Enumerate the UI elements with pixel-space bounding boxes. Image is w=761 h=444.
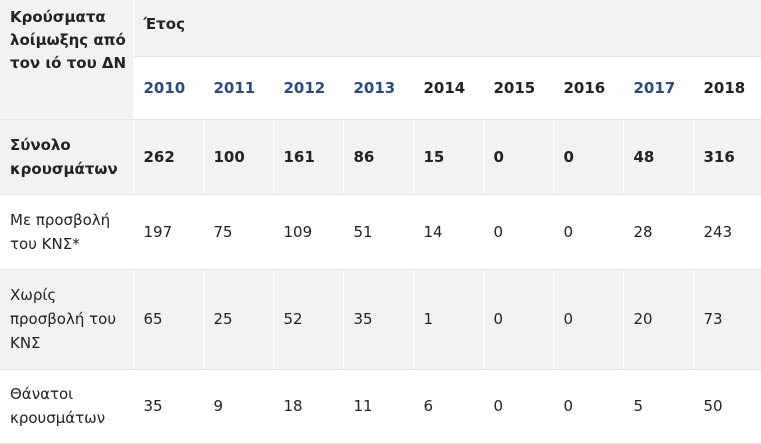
table-cell: 35	[133, 369, 204, 444]
table-cell: 73	[693, 269, 761, 370]
year-header-2014: 2014	[413, 56, 484, 120]
row-label: Με προσβολή του ΚΝΣ*	[0, 194, 134, 270]
table-cell: 262	[133, 119, 204, 195]
table-cell: 197	[133, 194, 204, 270]
year-header-2010[interactable]: 2010	[133, 56, 204, 120]
table-cell: 1	[413, 269, 484, 370]
year-label: 2015	[493, 78, 536, 97]
year-link[interactable]: 2010	[143, 78, 186, 97]
year-header-2016: 2016	[553, 56, 624, 120]
table-cell: 161	[273, 119, 344, 195]
table-cell: 65	[133, 269, 204, 370]
year-group-header: Έτος	[133, 0, 761, 57]
table-cell: 14	[413, 194, 484, 270]
row-label: Χωρίς προσβολή του ΚΝΣ	[0, 269, 134, 370]
table-cell: 28	[623, 194, 694, 270]
year-link[interactable]: 2017	[633, 78, 676, 97]
table-cell: 0	[553, 269, 624, 370]
table-cell: 243	[693, 194, 761, 270]
row-label: Σύνολο κρουσμάτων	[0, 119, 134, 195]
table-cell: 18	[273, 369, 344, 444]
table-row-deaths: Θάνατοι κρουσμάτων 35 9 18 11 6 0 0 5 50	[0, 369, 761, 444]
year-header-2012[interactable]: 2012	[273, 56, 344, 120]
year-label: 2014	[423, 78, 466, 97]
table-cell: 50	[693, 369, 761, 444]
table-cell: 51	[343, 194, 414, 270]
table-cell: 52	[273, 269, 344, 370]
year-header-2017[interactable]: 2017	[623, 56, 694, 120]
table-cell: 316	[693, 119, 761, 195]
table-cell: 11	[343, 369, 414, 444]
table-cell: 0	[553, 119, 624, 195]
year-label: 2016	[563, 78, 606, 97]
year-header-2011[interactable]: 2011	[203, 56, 274, 120]
table-cell: 25	[203, 269, 274, 370]
table-cell: 6	[413, 369, 484, 444]
table-cell: 0	[483, 119, 554, 195]
year-header-2018: 2018	[693, 56, 761, 120]
table-cell: 20	[623, 269, 694, 370]
corner-header: Κρούσματα λοίμωξης από τον ιό του ΔΝ	[0, 0, 134, 120]
table-cell: 75	[203, 194, 274, 270]
year-label: 2018	[703, 78, 746, 97]
table-cell: 0	[483, 269, 554, 370]
table-cell: 0	[483, 369, 554, 444]
table-cell: 9	[203, 369, 274, 444]
year-link[interactable]: 2011	[213, 78, 256, 97]
table-row-no-cns-involvement: Χωρίς προσβολή του ΚΝΣ 65 25 52 35 1 0 0…	[0, 269, 761, 370]
table-row-cns-involvement: Με προσβολή του ΚΝΣ* 197 75 109 51 14 0 …	[0, 194, 761, 270]
table-cell: 15	[413, 119, 484, 195]
table-cell: 100	[203, 119, 274, 195]
table-cell: 0	[553, 194, 624, 270]
year-header-2013[interactable]: 2013	[343, 56, 414, 120]
year-header-2015: 2015	[483, 56, 554, 120]
table-cell: 35	[343, 269, 414, 370]
table-cell: 0	[483, 194, 554, 270]
row-label: Θάνατοι κρουσμάτων	[0, 369, 134, 444]
table-cell: 48	[623, 119, 694, 195]
table-cell: 109	[273, 194, 344, 270]
table-row-total-cases: Σύνολο κρουσμάτων 262 100 161 86 15 0 0 …	[0, 119, 761, 195]
table-cell: 5	[623, 369, 694, 444]
table-cell: 86	[343, 119, 414, 195]
year-link[interactable]: 2013	[353, 78, 396, 97]
year-link[interactable]: 2012	[283, 78, 326, 97]
table-cell: 0	[553, 369, 624, 444]
